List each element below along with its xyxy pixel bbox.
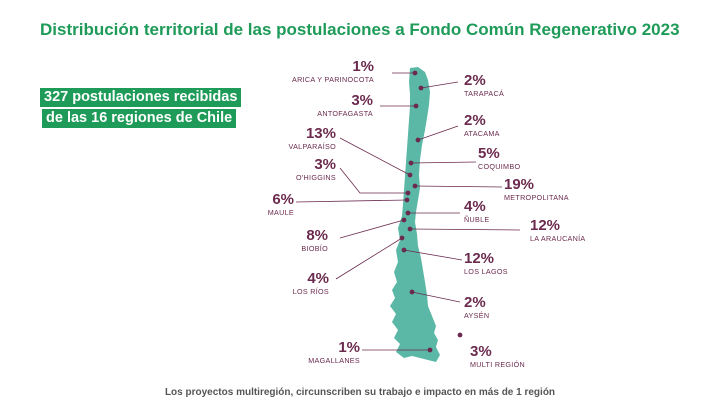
region-araucania: 12% LA ARAUCANÍA — [530, 217, 640, 244]
region-magallanes-pct: 1% — [338, 339, 360, 356]
region-valparaiso: 13% VALPARAÍSO — [226, 125, 336, 152]
region-tarapaca: 2% TARAPACÁ — [464, 72, 574, 99]
region-atacama-name: ATACAMA — [464, 129, 500, 138]
region-maule-name: MAULE — [267, 208, 294, 217]
region-biobio-name: BIOBÍO — [301, 244, 328, 253]
region-maule: 6% MAULE — [184, 191, 294, 218]
region-biobio: 8% BIOBÍO — [218, 227, 328, 254]
page-title: Distribución territorial de las postulac… — [40, 20, 680, 39]
region-tarapaca-name: TARAPACÁ — [464, 89, 505, 98]
region-arica-pct: 1% — [352, 58, 374, 75]
footnote: Los proyectos multiregión, circunscriben… — [164, 387, 556, 398]
region-losrios-pct: 4% — [307, 270, 329, 287]
region-valparaiso-name: VALPARAÍSO — [288, 142, 336, 151]
dot-multiregion — [457, 332, 463, 338]
region-tarapaca-pct: 2% — [464, 72, 486, 89]
region-atacama-pct: 2% — [464, 112, 486, 129]
region-atacama: 2% ATACAMA — [464, 112, 574, 139]
region-magallanes: 1% MAGALLANES — [250, 339, 360, 366]
region-metropolitana-pct: 19% — [504, 176, 535, 193]
region-loslagos-pct: 12% — [464, 250, 495, 267]
region-antofagasta: 3% ANTOFAGASTA — [263, 92, 373, 119]
region-arica: 1% ARICA Y PARINOCOTA — [264, 58, 374, 85]
summary-highlight: 327 postulaciones recibidas de las 16 re… — [40, 88, 242, 130]
region-multiregion-name: MULTI REGIÓN — [470, 360, 525, 369]
region-nuble-pct: 4% — [464, 198, 486, 215]
region-maule-pct: 6% — [272, 191, 294, 208]
region-biobio-pct: 8% — [306, 227, 328, 244]
region-multiregion-pct: 3% — [470, 343, 492, 360]
region-ohiggins-name: O'HIGGINS — [295, 173, 336, 182]
region-coquimbo-name: COQUIMBO — [478, 162, 521, 171]
region-aysen-name: AYSÉN — [464, 311, 490, 320]
region-losrios-name: LOS RÍOS — [292, 287, 329, 296]
region-magallanes-name: MAGALLANES — [308, 356, 360, 365]
chile-shape — [390, 67, 440, 362]
region-nuble: 4% ÑUBLE — [464, 198, 574, 225]
region-coquimbo-pct: 5% — [478, 145, 500, 162]
region-antofagasta-pct: 3% — [351, 92, 373, 109]
region-metropolitana: 19% METROPOLITANA — [504, 176, 614, 203]
region-coquimbo: 5% COQUIMBO — [478, 145, 588, 172]
region-metropolitana-name: METROPOLITANA — [504, 193, 569, 202]
region-antofagasta-name: ANTOFAGASTA — [317, 109, 373, 118]
region-nuble-name: ÑUBLE — [464, 215, 490, 224]
region-valparaiso-pct: 13% — [305, 125, 336, 142]
region-arica-name: ARICA Y PARINOCOTA — [292, 75, 374, 84]
region-araucania-pct: 12% — [530, 217, 561, 234]
region-araucania-name: LA ARAUCANÍA — [530, 234, 586, 243]
summary-line-2: de las 16 regiones de Chile — [42, 109, 237, 128]
region-multiregion: 3% MULTI REGIÓN — [470, 343, 580, 370]
region-loslagos-name: LOS LAGOS — [464, 267, 508, 276]
summary-line-1: 327 postulaciones recibidas — [40, 88, 242, 107]
region-aysen-pct: 2% — [464, 294, 486, 311]
region-ohiggins: 3% O'HIGGINS — [226, 156, 336, 183]
region-loslagos: 12% LOS LAGOS — [464, 250, 574, 277]
region-losrios: 4% LOS RÍOS — [219, 270, 329, 297]
region-aysen: 2% AYSÉN — [464, 294, 574, 321]
region-ohiggins-pct: 3% — [314, 156, 336, 173]
